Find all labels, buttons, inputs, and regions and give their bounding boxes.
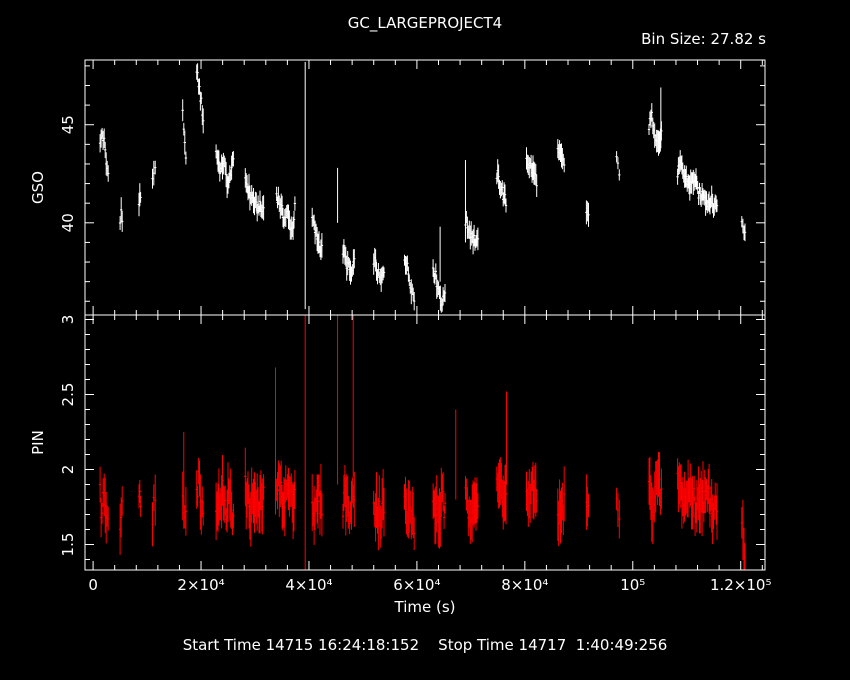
x-tick-label: 8×10⁴: [501, 576, 548, 594]
x-tick-label: 2×10⁴: [177, 576, 224, 594]
x-tick-label: 4×10⁴: [285, 576, 332, 594]
y-tick-label: 2.5: [59, 383, 77, 407]
y-tick-label: 2: [59, 465, 77, 475]
chart-title: GC_LARGEPROJECT4: [347, 14, 503, 32]
time-range-footer: Start Time 14715 16:24:18:152 Stop Time …: [182, 636, 668, 654]
pin-data-points: [98, 315, 747, 570]
gso-panel: 40 45 GSO: [29, 59, 766, 316]
pin-frame: [84, 314, 766, 571]
x-tick-label: 1.2×10⁵: [710, 576, 772, 594]
gso-data-points: [98, 61, 747, 313]
y-tick-label: 1.5: [59, 533, 77, 557]
bin-size-label: Bin Size: 27.82 s: [641, 30, 766, 48]
y-tick-label: 3: [59, 315, 77, 325]
x-tick-label: 10⁵: [620, 576, 645, 594]
pin-panel: 1.5 2 2.5 3 PIN 0 2×10⁴ 4×10⁴ 6×10⁴ 8×10⁴ 10⁵ 1.2×1…: [29, 314, 772, 616]
x-tick-label: 0: [88, 576, 98, 594]
x-axis-label: Time (s): [394, 598, 456, 616]
gso-frame: [84, 59, 766, 316]
gso-axis-label: GSO: [29, 171, 47, 204]
y-tick-label: 45: [59, 115, 77, 134]
pin-axis-label: PIN: [29, 430, 47, 455]
x-tick-label: 6×10⁴: [393, 576, 440, 594]
y-tick-label: 40: [59, 213, 77, 232]
